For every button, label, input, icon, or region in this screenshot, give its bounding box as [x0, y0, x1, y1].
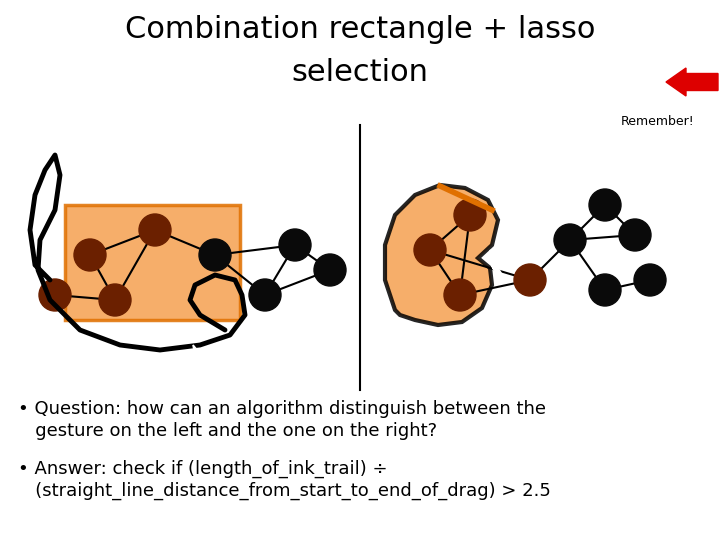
Circle shape [279, 229, 311, 261]
Circle shape [444, 279, 476, 311]
Text: selection: selection [292, 58, 428, 87]
Bar [65, 205, 240, 320]
FancyArrow shape [666, 68, 718, 96]
Circle shape [414, 234, 446, 266]
Circle shape [249, 279, 281, 311]
Circle shape [619, 219, 651, 251]
Text: (straight_line_distance_from_start_to_end_of_drag) > 2.5: (straight_line_distance_from_start_to_en… [18, 482, 551, 500]
Circle shape [314, 254, 346, 286]
Circle shape [589, 274, 621, 306]
Circle shape [39, 279, 71, 311]
Circle shape [454, 199, 486, 231]
Text: gesture on the left and the one on the right?: gesture on the left and the one on the r… [18, 422, 437, 440]
Polygon shape [490, 250, 501, 276]
Text: Combination rectangle + lasso: Combination rectangle + lasso [125, 15, 595, 44]
Circle shape [554, 224, 586, 256]
Circle shape [589, 189, 621, 221]
Circle shape [139, 214, 171, 246]
Circle shape [99, 284, 131, 316]
Text: • Question: how can an algorithm distinguish between the: • Question: how can an algorithm disting… [18, 400, 546, 418]
Circle shape [634, 264, 666, 296]
Polygon shape [385, 185, 498, 325]
Polygon shape [193, 345, 204, 371]
Circle shape [514, 264, 546, 296]
Text: Remember!: Remember! [621, 115, 695, 128]
Circle shape [74, 239, 106, 271]
Circle shape [199, 239, 231, 271]
Text: • Answer: check if (length_of_ink_trail) ÷: • Answer: check if (length_of_ink_trail)… [18, 460, 387, 478]
